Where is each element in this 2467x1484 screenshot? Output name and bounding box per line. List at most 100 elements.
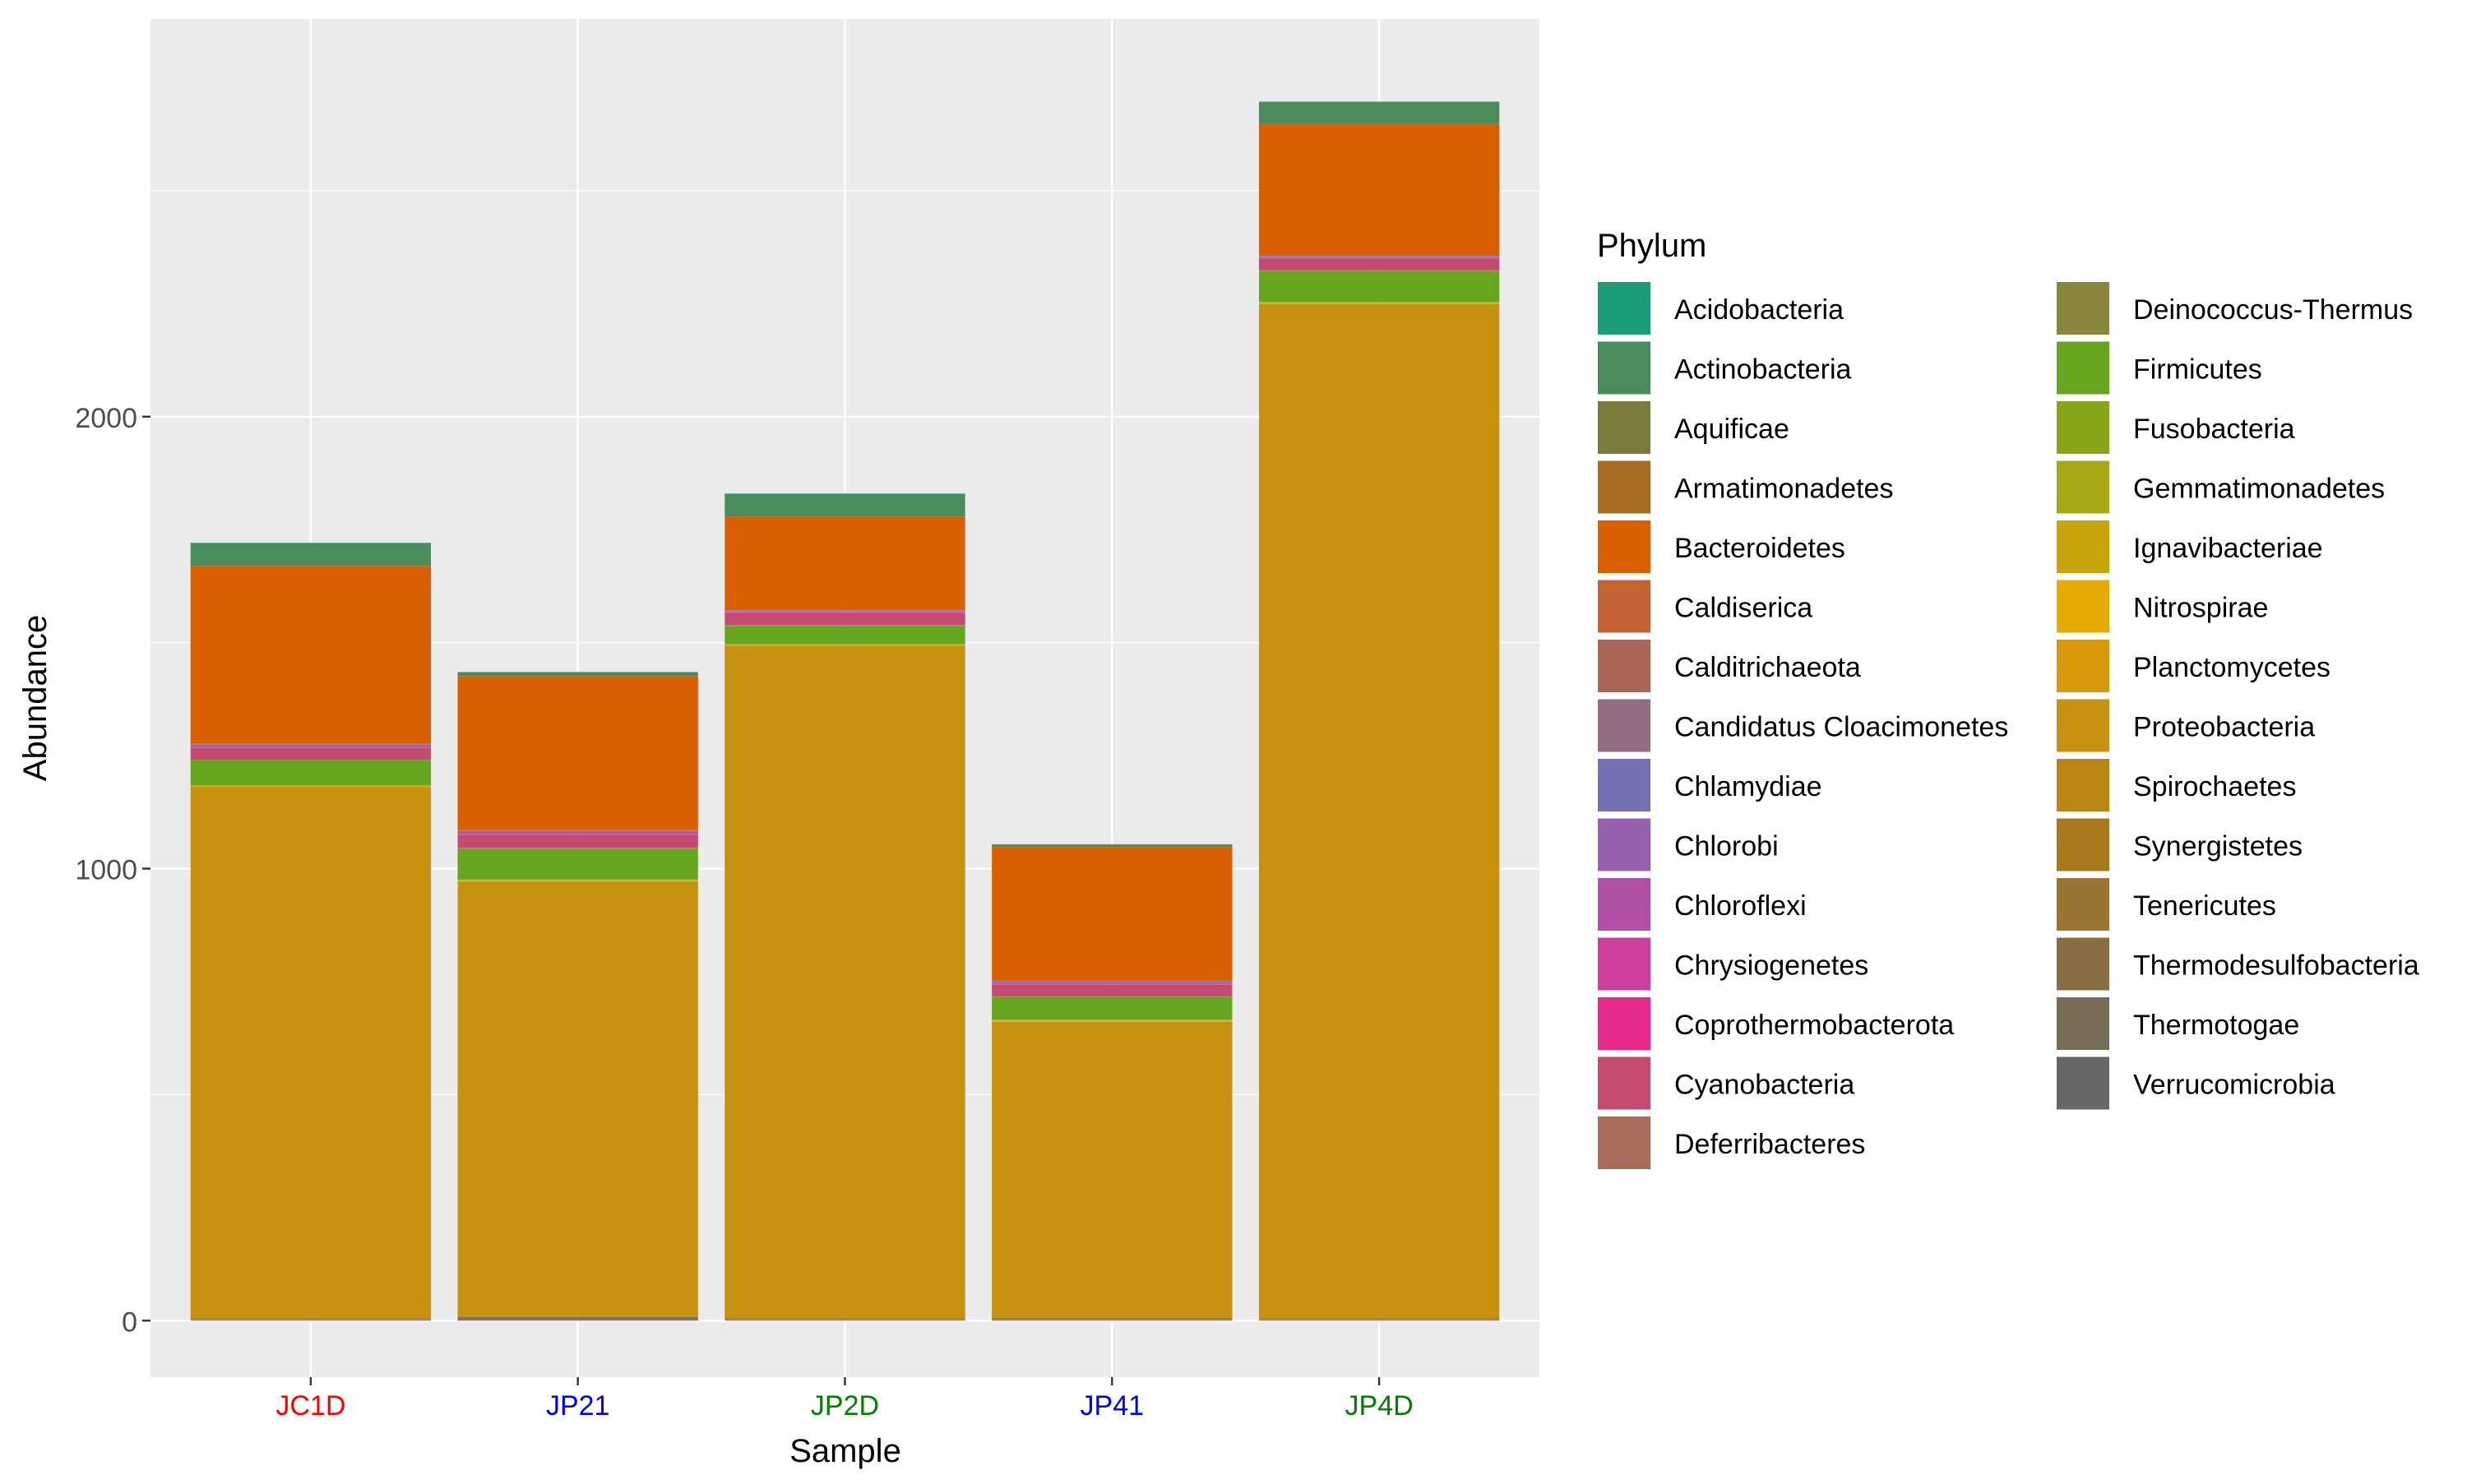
y-axis: 0 1000 2000 — [75, 403, 150, 1338]
legend-key — [2055, 816, 2111, 873]
legend-key — [2055, 578, 2111, 635]
bar-segment — [190, 566, 432, 744]
bar-segment — [724, 625, 965, 626]
legend-key — [2055, 996, 2111, 1052]
bar-segment — [1258, 257, 1500, 258]
bar-segment — [190, 745, 432, 746]
bar-segment — [190, 745, 432, 747]
legend-key — [2055, 638, 2111, 694]
legend-label: Fusobacteria — [2133, 414, 2295, 445]
legend-label: Actinobacteria — [1674, 354, 1852, 386]
bar-segment — [457, 1317, 698, 1320]
bar-segment — [724, 610, 965, 611]
legend-label: Nitrospirae — [2133, 593, 2268, 624]
legend-label: Ignavibacteriae — [2133, 533, 2323, 564]
bar-segment — [992, 996, 1233, 997]
legend-label: Chrysiogenetes — [1674, 950, 1868, 982]
legend-label: Candidatus Cloacimonetes — [1674, 712, 2008, 743]
bar-segment — [992, 1021, 1233, 1022]
legend-key — [1596, 638, 1652, 694]
bar-segment — [1258, 270, 1500, 303]
legend-key — [1596, 1055, 1652, 1112]
bar-segment — [724, 493, 965, 494]
x-tick-label: JP2D — [811, 1390, 879, 1422]
bar-segment — [724, 611, 965, 613]
legend-key — [1596, 400, 1652, 455]
x-axis: JC1D JP21 JP2D JP41 JP4D — [275, 1377, 1414, 1422]
bar-segment — [724, 1317, 965, 1319]
bar-segment — [992, 982, 1233, 983]
legend-key — [1596, 519, 1652, 575]
legend-key — [1596, 876, 1652, 932]
bar-segment — [724, 613, 965, 614]
bar-segment — [992, 1020, 1233, 1021]
legend-key — [1596, 340, 1652, 396]
bar-segment — [457, 1315, 698, 1316]
bar-segment — [992, 996, 1233, 997]
legend-label: Chlorobi — [1674, 831, 1779, 862]
bar-segment — [724, 626, 965, 645]
bar-segment — [457, 848, 698, 880]
bar-segment — [457, 881, 698, 1316]
bar-segment — [992, 1020, 1233, 1022]
bar-segment — [190, 744, 432, 746]
bar-segment — [992, 982, 1233, 983]
bars — [190, 101, 1500, 1321]
legend-label: Verrucomicrobia — [2133, 1070, 2335, 1101]
bar-segment — [1258, 258, 1500, 260]
legend-key — [2055, 519, 2111, 575]
bar-segment — [724, 1318, 965, 1320]
legend-label: Tenericutes — [2133, 890, 2276, 922]
bar-segment — [190, 784, 432, 786]
legend-key — [1596, 578, 1652, 635]
bar-segment — [190, 1317, 432, 1319]
legend-key — [2055, 400, 2111, 455]
bar-segment — [1258, 123, 1500, 255]
bar-segment — [190, 785, 432, 787]
bar-segment — [457, 672, 698, 677]
legend-title: Phylum — [1597, 228, 1706, 264]
bar-segment — [724, 644, 965, 645]
bar-segment — [1258, 259, 1500, 270]
bar-segment — [992, 1019, 1233, 1021]
bar-segment — [992, 1317, 1233, 1318]
legend-label: Armatimonadetes — [1674, 474, 1893, 505]
bar-segment — [457, 880, 698, 881]
bar-segment — [992, 980, 1233, 982]
bar-segment — [457, 834, 698, 835]
bar-segment — [190, 1318, 432, 1320]
y-axis-title: Abundance — [17, 615, 53, 781]
bar-segment — [457, 676, 698, 830]
bar-segment — [457, 832, 698, 834]
y-tick-label: 0 — [122, 1306, 137, 1338]
legend-key — [1596, 280, 1652, 336]
legend-label: Synergistetes — [2133, 831, 2303, 862]
bar-segment — [992, 1320, 1233, 1321]
bar-segment — [724, 612, 965, 613]
legend-key — [1596, 757, 1652, 813]
bar-segment — [190, 743, 432, 745]
bar-segment — [1258, 302, 1500, 303]
legend-key — [2055, 1055, 2111, 1112]
bar-segment — [1258, 303, 1500, 304]
bar-segment — [992, 1019, 1233, 1020]
legend-key — [2055, 697, 2111, 754]
bar-segment — [992, 983, 1233, 985]
legend-key — [2055, 459, 2111, 515]
legend-key — [2055, 340, 2111, 396]
legend-label: Aquificae — [1674, 414, 1789, 445]
bar-segment — [1258, 1320, 1500, 1321]
bar-segment — [1258, 256, 1500, 257]
bar-segment — [457, 1315, 698, 1317]
legend-label: Planctomycetes — [2133, 652, 2330, 683]
bar-segment — [992, 996, 1233, 1020]
bar-segment — [1258, 102, 1500, 124]
bar-segment — [724, 493, 965, 517]
bar-segment — [457, 832, 698, 833]
legend-label: Acidobacteria — [1674, 294, 1844, 326]
bar-segment — [457, 830, 698, 831]
bar-segment — [457, 672, 698, 673]
bar-segment — [1258, 257, 1500, 259]
